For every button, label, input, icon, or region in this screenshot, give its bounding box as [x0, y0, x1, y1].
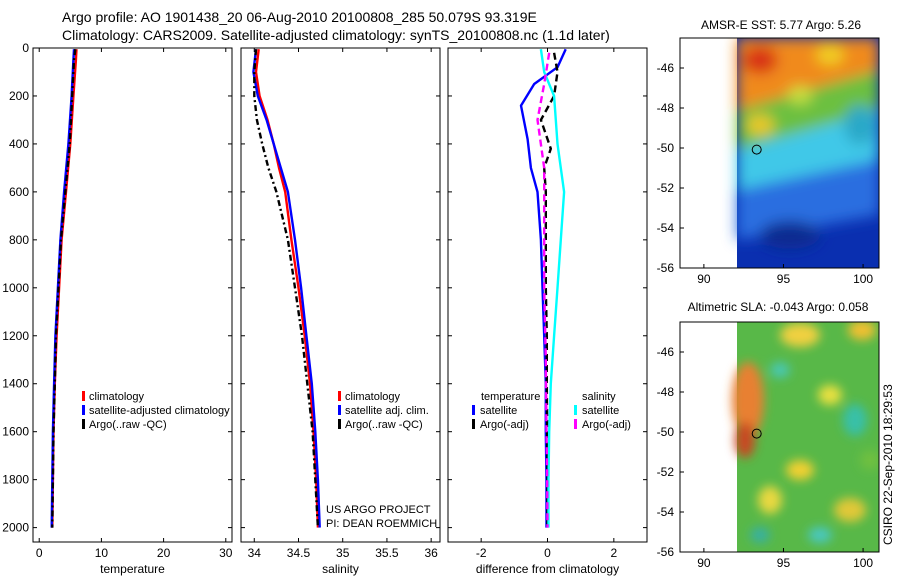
map-y-tick-label: -56 [657, 261, 675, 275]
map-x-tick-label: 95 [777, 556, 791, 570]
sla-heatmap [732, 322, 879, 552]
title-line-2: Climatology: CARS2009. Satellite-adjuste… [62, 27, 610, 43]
map-x-tick-label: 95 [777, 272, 791, 286]
x-tick-label: 10 [95, 546, 109, 560]
difference-legend: temperature salinity satellite Argo(-adj… [472, 391, 631, 431]
series-line-argo-raw-qc [253, 49, 320, 528]
legend-swatch-salinity-argo [574, 419, 577, 429]
legend-swatch-climatology [338, 391, 341, 401]
y-tick-label: 1000 [2, 281, 29, 295]
temperature-axes [32, 47, 233, 543]
x-axis-label: difference from climatology [476, 562, 619, 576]
series-line-climatology [51, 49, 78, 528]
legend-title-salinity: salinity [582, 391, 616, 403]
legend-label-salinity-satellite: satellite [582, 405, 619, 417]
x-tick-label: 34 [248, 546, 262, 560]
x-axis-label: salinity [322, 562, 359, 576]
legend-label-climatology: climatology [89, 391, 145, 403]
map-y-tick-label: -50 [657, 141, 675, 155]
map-y-tick-label: -48 [657, 385, 675, 399]
y-tick-label: 200 [9, 89, 29, 103]
map-x-tick-label: 90 [697, 556, 711, 570]
sla-map-ticks: 90 95 100 -46 -48 -50 -52 -54 -56 [657, 345, 874, 570]
y-tick-label: 1400 [2, 377, 29, 391]
title-line-1: Argo profile: AO 1901438_20 06-Aug-2010 … [62, 9, 537, 25]
legend-swatch-salinity-satellite [574, 405, 577, 415]
y-tick-label: 0 [22, 41, 29, 55]
x-tick-label: 0 [544, 546, 551, 560]
series-line-salinity-argo-adj [536, 52, 551, 528]
x-tick-label: 30 [219, 546, 233, 560]
legend-swatch-argo [82, 419, 85, 429]
legend-swatch-argo [338, 419, 341, 429]
x-tick-label: 35 [336, 546, 350, 560]
x-tick-label: 0 [36, 546, 43, 560]
legend-label-argo: Argo(..raw -QC) [345, 419, 423, 431]
y-tick-label: 600 [9, 185, 29, 199]
pi-annotation: PI: DEAN ROEMMICH [326, 518, 437, 530]
x-tick-label: 2 [610, 546, 617, 560]
map-y-tick-label: -54 [657, 221, 675, 235]
map-y-tick-label: -50 [657, 425, 675, 439]
temperature-panel: 0 10 20 30 temperature 0 200 400 600 800 1000 1200 1… [2, 41, 232, 576]
salinity-axes [240, 47, 441, 543]
series-line-salinity-satellite [539, 49, 566, 528]
x-tick-label: 36 [424, 546, 438, 560]
series-line-climatology [254, 49, 320, 528]
map-y-tick-label: -52 [657, 181, 675, 195]
legend-swatch-satellite [82, 405, 85, 415]
series-line-argo-raw-qc [51, 49, 77, 528]
map-y-tick-label: -54 [657, 505, 675, 519]
salinity-panel: 34 34.5 35 35.5 36 salinity [241, 47, 440, 576]
map-y-tick-label: -52 [657, 465, 675, 479]
legend-label-temperature-satellite: satellite [480, 405, 517, 417]
legend-swatch-temperature-satellite [472, 405, 475, 415]
sst-map-axes [679, 37, 880, 269]
legend-title-temperature: temperature [481, 391, 540, 403]
map-x-tick-label: 100 [853, 272, 873, 286]
y-tick-label: 400 [9, 137, 29, 151]
x-tick-label: 35.5 [375, 546, 399, 560]
sla-map-axes [679, 321, 880, 553]
temperature-legend: climatology satellite-adjusted climatolo… [82, 391, 230, 431]
legend-label-salinity-argo: Argo(-adj) [582, 419, 631, 431]
map-y-tick-label: -46 [657, 61, 675, 75]
argo-position-marker [751, 428, 762, 439]
legend-swatch-climatology [82, 391, 85, 401]
sst-heatmap [737, 38, 879, 268]
argo-position-marker [751, 144, 762, 155]
map-x-tick-label: 100 [853, 556, 873, 570]
map-y-tick-label: -48 [657, 101, 675, 115]
series-line-temperature-argo-adj [539, 52, 559, 528]
salinity-legend: climatology satellite adj. clim. Argo(..… [338, 391, 429, 431]
y-tick-label: 1600 [2, 425, 29, 439]
x-tick-label: -2 [476, 546, 487, 560]
difference-panel: -2 0 2 difference from climatology [448, 47, 647, 576]
y-tick-label: 2000 [2, 521, 29, 535]
x-axis-label: temperature [100, 562, 165, 576]
y-tick-label: 1200 [2, 329, 29, 343]
y-tick-label: 800 [9, 233, 29, 247]
sst-map-ticks: 90 95 100 -46 -48 -50 -52 -54 -56 [657, 61, 874, 286]
series-line-temperature-satellite [519, 48, 567, 528]
y-tick-label: 1800 [2, 473, 29, 487]
legend-label-temperature-argo: Argo(-adj) [480, 419, 529, 431]
csiro-timestamp: CSIRO 22-Sep-2010 18:29:53 [881, 384, 895, 545]
sla-map-title: Altimetric SLA: -0.043 Argo: 0.058 [688, 300, 869, 314]
sst-map-title: AMSR-E SST: 5.77 Argo: 5.26 [701, 18, 861, 32]
legend-label-satellite: satellite adj. clim. [345, 405, 429, 417]
legend-swatch-satellite [338, 405, 341, 415]
legend-label-argo: Argo(..raw -QC) [89, 419, 167, 431]
legend-label-satellite: satellite-adjusted climatology [89, 405, 230, 417]
x-tick-label: 20 [157, 546, 171, 560]
map-y-tick-label: -46 [657, 345, 675, 359]
x-tick-label: 34.5 [287, 546, 311, 560]
series-line-satellite-adj-clim [252, 49, 321, 528]
map-x-tick-label: 90 [697, 272, 711, 286]
legend-label-climatology: climatology [345, 391, 401, 403]
project-annotation: US ARGO PROJECT [326, 504, 431, 516]
map-y-tick-label: -56 [657, 545, 675, 559]
legend-swatch-temperature-argo [472, 419, 475, 429]
